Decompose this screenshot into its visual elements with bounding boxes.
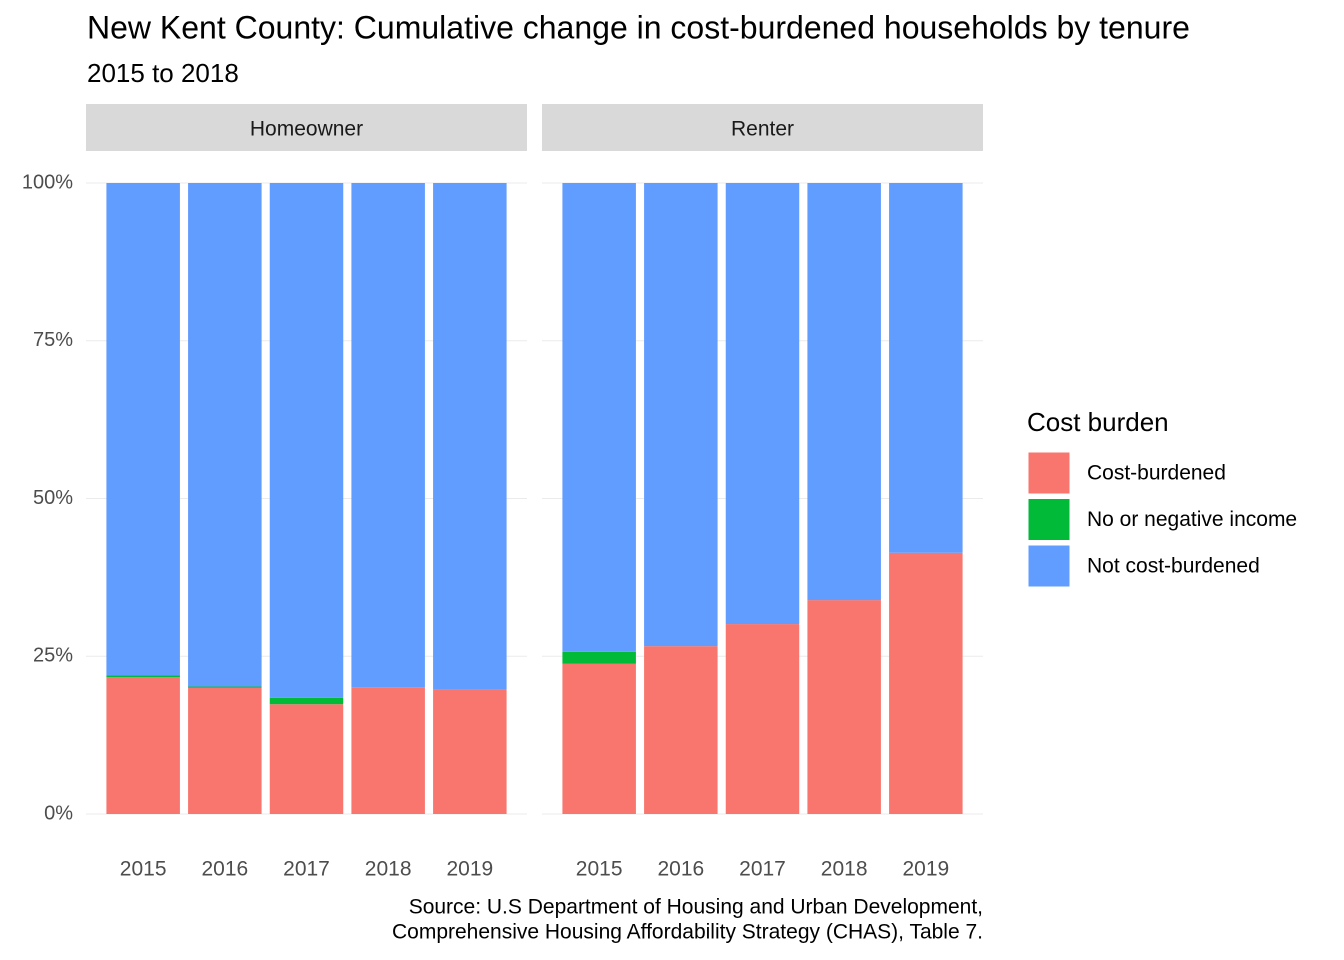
bar-segment [562, 663, 636, 814]
x-tick-label: 2019 [902, 858, 949, 881]
bar-segment [269, 697, 344, 705]
chart-subtitle: 2015 to 2018 [87, 58, 239, 88]
x-tick-label: 2016 [201, 858, 248, 881]
x-tick-label: 2017 [739, 858, 786, 881]
x-tick-label: 2015 [120, 858, 167, 881]
bar-segment [644, 646, 718, 814]
bar-segment [562, 183, 636, 652]
bar-segment [807, 183, 881, 601]
y-tick-label: 75% [33, 329, 73, 351]
caption: Comprehensive Housing Affordability Stra… [392, 921, 983, 944]
bar-segment [433, 689, 507, 814]
bar-segment [433, 183, 507, 690]
bar-segment [807, 600, 881, 814]
facet-label: Homeowner [250, 118, 363, 141]
bar-segment [188, 183, 262, 687]
x-tick-label: 2016 [657, 858, 704, 881]
legend-label: Not cost-burdened [1087, 555, 1260, 578]
y-tick-label: 0% [44, 802, 73, 824]
legend-key [1027, 498, 1071, 541]
y-tick-label: 50% [33, 487, 73, 509]
bar-segment [725, 624, 800, 814]
bar-segment [644, 183, 718, 647]
bar-segment [106, 675, 180, 678]
caption: Source: U.S Department of Housing and Ur… [409, 896, 983, 919]
bar-segment [269, 183, 344, 698]
y-tick-label: 25% [33, 645, 73, 667]
facet-label: Renter [731, 118, 794, 141]
x-tick-label: 2019 [446, 858, 493, 881]
x-tick-label: 2018 [821, 858, 868, 881]
legend-key [1027, 451, 1071, 495]
bar-segment [889, 183, 963, 553]
bar-segment [351, 687, 425, 814]
bar-segment [351, 183, 425, 688]
facet-strip [542, 104, 983, 151]
legend-label: No or negative income [1087, 508, 1297, 531]
chart-title: New Kent County: Cumulative change in co… [87, 9, 1190, 45]
bar-segment [269, 704, 344, 814]
bar-segment [725, 183, 800, 625]
legend-title: Cost burden [1027, 407, 1169, 437]
bar-segment [188, 687, 262, 814]
legend-label: Cost-burdened [1087, 462, 1226, 485]
x-tick-label: 2017 [283, 858, 330, 881]
bar-segment [889, 552, 963, 814]
bar-segment [106, 677, 180, 814]
facet-strip [86, 104, 527, 151]
x-tick-label: 2018 [365, 858, 412, 881]
bar-segment [106, 183, 180, 676]
bar-segment [188, 686, 262, 688]
y-tick-label: 100% [22, 171, 73, 193]
x-tick-label: 2015 [576, 858, 623, 881]
bar-segment [562, 651, 636, 664]
legend-key [1027, 544, 1071, 588]
